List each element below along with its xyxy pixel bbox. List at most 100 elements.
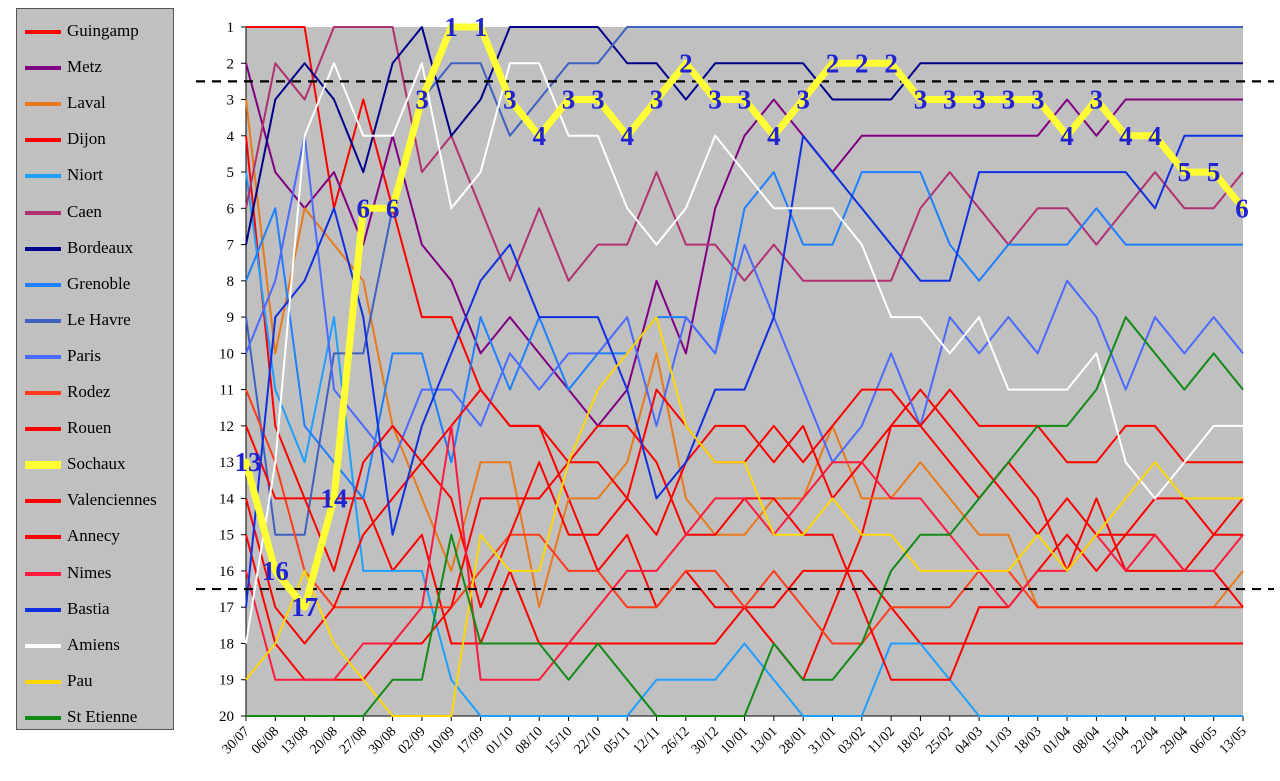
data-label: 3 <box>796 85 810 115</box>
series-line-paris <box>245 134 1244 464</box>
y-tick-label: 18 <box>219 636 234 652</box>
legend-item: St Etienne <box>23 707 173 753</box>
x-tick-label: 01/10 <box>484 724 517 757</box>
legend-item: Niort <box>23 165 173 211</box>
y-tick-label: 13 <box>219 455 234 471</box>
legend-item: Caen <box>23 202 173 248</box>
y-tick-label: 19 <box>219 673 234 689</box>
data-label: 14 <box>320 483 347 513</box>
x-tick-label: 15/10 <box>542 724 575 757</box>
legend-swatch <box>25 102 61 107</box>
legend-item: Valenciennes <box>23 490 173 536</box>
x-tick-label: 22/04 <box>1129 724 1162 757</box>
legend-item: Le Havre <box>23 310 173 356</box>
x-tick-label: 01/04 <box>1041 724 1074 757</box>
y-tick-label: 20 <box>219 709 234 725</box>
legend-label: Rodez <box>67 382 111 401</box>
legend-swatch <box>25 210 61 215</box>
x-tick-label: 11/03 <box>982 724 1015 757</box>
data-label: 17 <box>291 592 318 622</box>
series-line-st-etienne <box>246 316 1244 717</box>
data-label: 1 <box>445 12 459 42</box>
data-label: 3 <box>562 85 576 115</box>
legend-label: Amiens <box>67 634 120 654</box>
legend-item: Rouen <box>23 418 173 464</box>
data-label: 2 <box>855 48 869 78</box>
data-label: 4 <box>767 121 781 151</box>
x-tick-label: 08/10 <box>513 724 546 757</box>
chart-legend: Guingamp Metz Laval Dijon Niort Caen Bordeaux G… <box>16 8 174 730</box>
data-label: 3 <box>650 85 664 115</box>
legend-swatch <box>25 643 61 648</box>
x-tick-label: 30/08 <box>366 724 399 757</box>
legend-label: Niort <box>67 165 103 185</box>
legend-swatch <box>25 66 61 71</box>
data-label: 2 <box>884 48 898 78</box>
legend-item: Grenoble <box>23 274 173 320</box>
y-tick-label: 9 <box>227 310 235 326</box>
data-label: 1 <box>474 12 488 42</box>
y-tick-label: 1 <box>227 20 235 36</box>
x-tick-label: 05/11 <box>601 724 634 757</box>
data-label: 3 <box>1090 85 1104 115</box>
x-tick-label: 10/09 <box>425 724 458 757</box>
legend-label: Rouen <box>67 418 112 438</box>
data-label: 3 <box>914 85 928 115</box>
data-label: 6 <box>386 193 400 223</box>
x-tick-label: 06/05 <box>1187 724 1220 757</box>
data-label: 3 <box>708 85 722 115</box>
series-line-rodez <box>245 389 1243 645</box>
legend-label: Valenciennes <box>67 490 157 510</box>
legend-label: Caen <box>67 201 102 221</box>
data-label: 4 <box>1148 121 1162 151</box>
x-tick-label: 20/08 <box>308 724 341 757</box>
x-tick-label: 04/03 <box>953 724 986 757</box>
data-label: 2 <box>826 48 840 78</box>
legend-swatch <box>25 535 61 540</box>
x-tick-label: 28/01 <box>777 724 810 757</box>
series-line-metz <box>245 63 1243 427</box>
x-tick-label: 22/10 <box>572 724 605 757</box>
legend-label: Paris <box>67 345 101 365</box>
x-tick-label: 06/08 <box>249 724 282 757</box>
x-tick-label: 30/12 <box>689 724 722 757</box>
data-label: 4 <box>620 121 634 151</box>
x-tick-label: 13/01 <box>747 724 780 757</box>
legend-swatch <box>25 715 61 720</box>
y-tick-label: 12 <box>219 419 234 435</box>
y-tick-label: 16 <box>219 564 235 580</box>
data-label: 3 <box>503 85 517 115</box>
legend-swatch <box>25 318 61 323</box>
x-tick-label: 18/02 <box>894 724 927 757</box>
series-line-valenciennes <box>245 388 1243 645</box>
y-tick-label: 11 <box>220 383 234 399</box>
y-tick-label: 8 <box>227 274 235 290</box>
x-tick-label: 30/07 <box>220 724 253 757</box>
series-line-amiens <box>245 62 1243 644</box>
legend-item: Pau <box>23 671 173 717</box>
series-line-grenoble <box>245 171 1243 500</box>
data-label: 4 <box>1060 121 1074 151</box>
x-tick-label: 26/12 <box>660 724 693 757</box>
data-label: 5 <box>1207 157 1221 187</box>
x-tick-label: 02/09 <box>396 724 429 757</box>
legend-label: Laval <box>67 93 106 113</box>
legend-swatch <box>25 282 61 287</box>
data-label: 2 <box>679 48 693 78</box>
legend-label: Metz <box>67 57 102 77</box>
x-tick-label: 29/04 <box>1158 724 1191 757</box>
legend-item: Sochaux <box>23 454 173 500</box>
legend-item: Laval <box>23 93 173 139</box>
data-label: 3 <box>591 85 605 115</box>
data-label: 6 <box>1235 193 1249 223</box>
x-tick-label: 08/04 <box>1070 724 1103 757</box>
legend-swatch <box>25 246 61 251</box>
legend-label: Dijon <box>67 129 106 149</box>
data-label: 13 <box>235 447 262 477</box>
legend-swatch <box>25 571 61 576</box>
y-tick-label: 4 <box>227 129 235 145</box>
legend-item: Dijon <box>23 129 173 175</box>
data-label: 4 <box>1119 121 1133 151</box>
legend-label: Bordeaux <box>67 237 134 257</box>
data-label: 16 <box>262 556 289 586</box>
